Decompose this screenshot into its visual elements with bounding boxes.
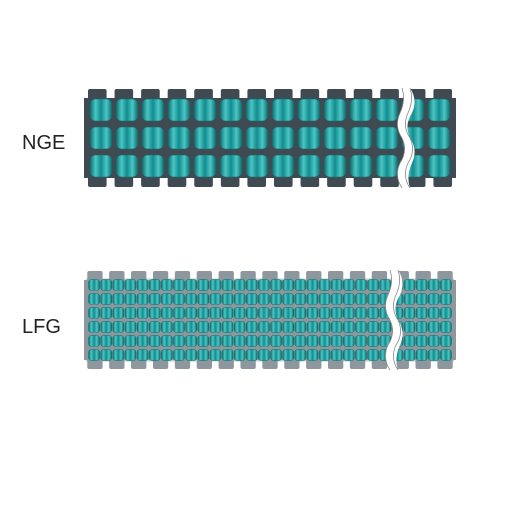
- label-nge: NGE: [22, 132, 65, 155]
- belt-lfg: [80, 270, 460, 370]
- belt-nge: [80, 88, 460, 188]
- label-lfg: LFG: [22, 316, 61, 339]
